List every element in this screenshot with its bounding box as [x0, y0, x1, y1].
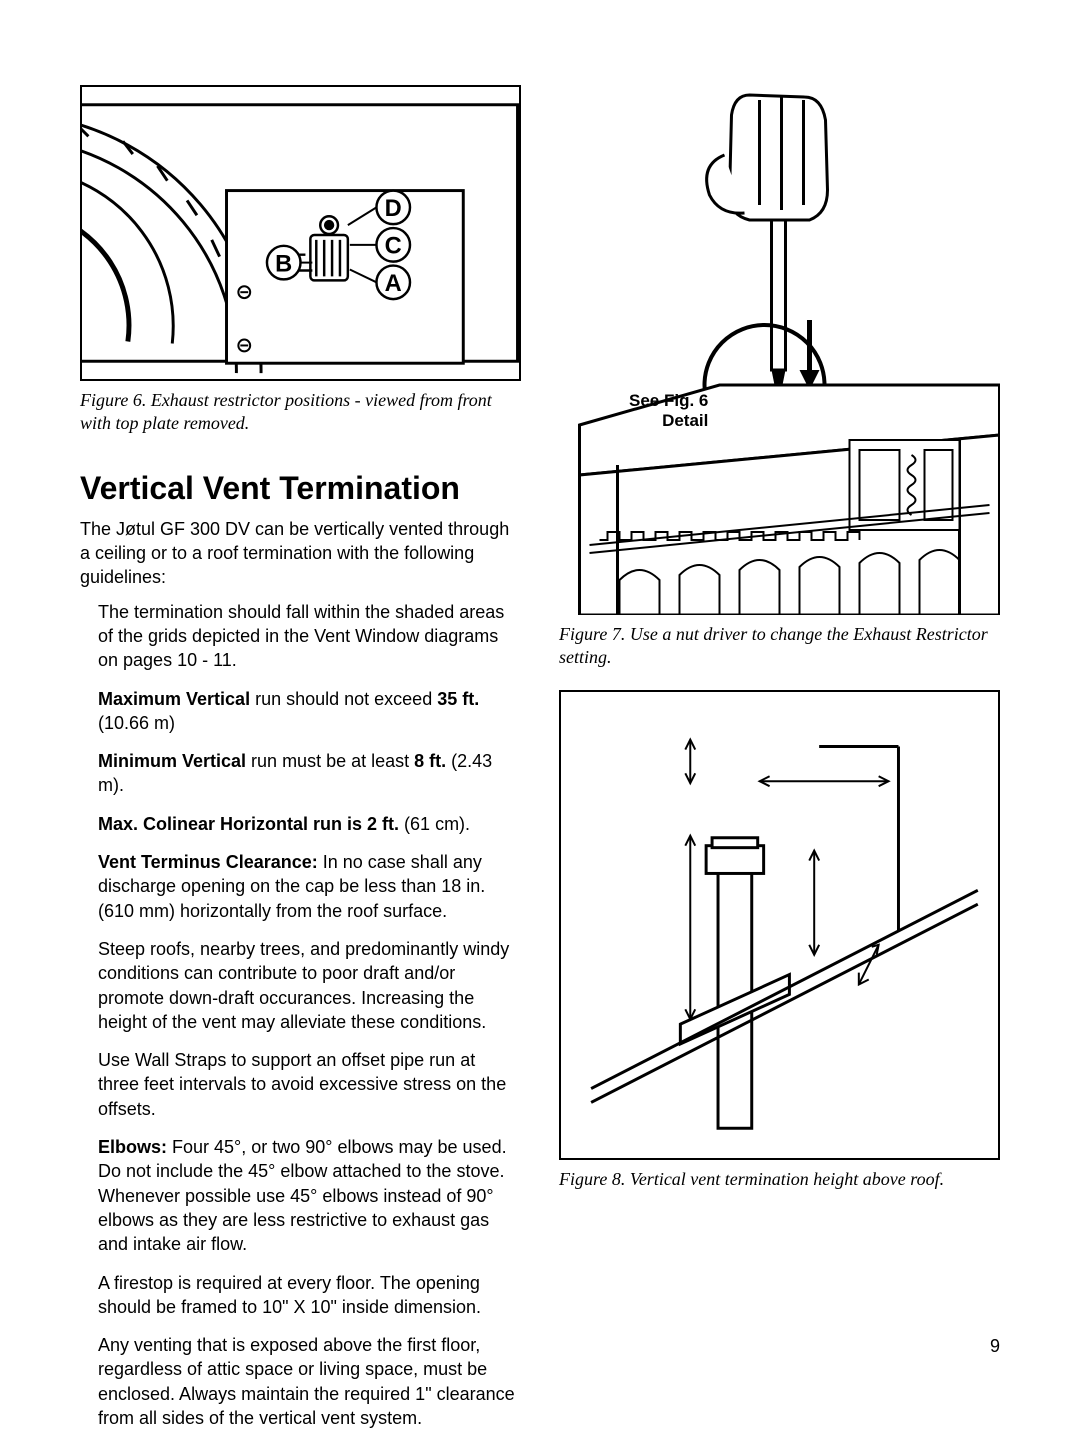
guideline-4-bold: Max. Colinear Horizontal run is 2 ft.: [98, 814, 399, 834]
fig6-label-d: D: [385, 196, 402, 222]
figure-8-drawing: [561, 692, 998, 1158]
guideline-2-mid: run should not exceed: [250, 689, 437, 709]
fig6-label-a: A: [385, 271, 402, 297]
intro-paragraph: The Jøtul GF 300 DV can be vertically ve…: [80, 517, 521, 590]
guideline-4: Max. Colinear Horizontal run is 2 ft. (6…: [98, 812, 521, 836]
guideline-3: Minimum Vertical run must be at least 8 …: [98, 749, 521, 798]
fig6-label-b: B: [275, 251, 292, 277]
guideline-3-bold1: Minimum Vertical: [98, 751, 246, 771]
page-columns: D C A B Figure 6. Exhaust restrictor pos: [80, 85, 1000, 1357]
guideline-8: Elbows: Four 45°, or two 90° elbows may …: [98, 1135, 521, 1256]
figure-7-drawing: [559, 85, 1000, 615]
figure-6-caption: Figure 6. Exhaust restrictor positions -…: [80, 389, 521, 436]
guideline-5-bold: Vent Terminus Clearance:: [98, 852, 318, 872]
guideline-3-mid: run must be at least: [246, 751, 414, 771]
figure-7-detail-label-line2: Detail: [662, 411, 708, 430]
guideline-5: Vent Terminus Clearance: In no case shal…: [98, 850, 521, 923]
figure-7-detail-label-line1: See Fig. 6: [629, 391, 708, 410]
guideline-7: Use Wall Straps to support an offset pip…: [98, 1048, 521, 1121]
guideline-2-bold1: Maximum Vertical: [98, 689, 250, 709]
guideline-6: Steep roofs, nearby trees, and predomina…: [98, 937, 521, 1034]
left-column: D C A B Figure 6. Exhaust restrictor pos: [80, 85, 521, 1357]
figure-7-area: See Fig. 6 Detail: [559, 85, 1000, 615]
guideline-2: Maximum Vertical run should not exceed 3…: [98, 687, 521, 736]
guideline-2-end: (10.66 m): [98, 713, 175, 733]
figure-7-detail-label: See Fig. 6 Detail: [629, 391, 708, 430]
guideline-8-bold: Elbows:: [98, 1137, 167, 1157]
section-heading: Vertical Vent Termination: [80, 470, 521, 507]
right-column: See Fig. 6 Detail Figure 7. Use a nut dr…: [559, 85, 1000, 1357]
guideline-1: The termination should fall within the s…: [98, 600, 521, 673]
figure-8-box: [559, 690, 1000, 1160]
guideline-10: Any venting that is exposed above the fi…: [98, 1333, 521, 1430]
guideline-4-end: (61 cm).: [399, 814, 470, 834]
guideline-3-bold2: 8 ft.: [414, 751, 446, 771]
figure-6-box: D C A B: [80, 85, 521, 381]
page-number: 9: [990, 1336, 1000, 1357]
guideline-9: A firestop is required at every floor. T…: [98, 1271, 521, 1320]
fig6-label-c: C: [385, 234, 402, 260]
guideline-2-bold2: 35 ft.: [437, 689, 479, 709]
figure-6-drawing: D C A B: [82, 87, 519, 379]
figure-8-caption: Figure 8. Vertical vent termination heig…: [559, 1168, 1000, 1191]
figure-7-caption: Figure 7. Use a nut driver to change the…: [559, 623, 1000, 670]
guidelines-list: The termination should fall within the s…: [80, 600, 521, 1430]
